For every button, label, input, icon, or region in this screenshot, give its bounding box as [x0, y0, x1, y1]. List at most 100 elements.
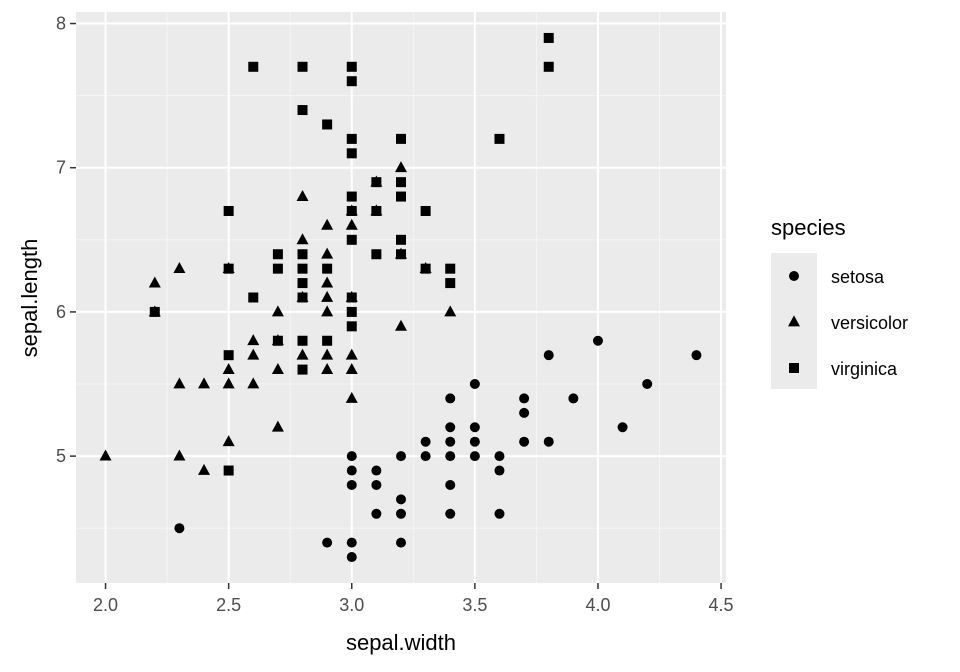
point-virginica: [346, 61, 357, 72]
point-setosa: [543, 350, 554, 361]
point-virginica: [223, 205, 234, 216]
point-virginica: [420, 205, 431, 216]
point-virginica: [396, 191, 406, 202]
point-versicolor: [444, 305, 457, 317]
point-setosa: [568, 393, 579, 404]
legend-keys: setosa versicolor virginica: [771, 253, 908, 389]
point-virginica: [346, 234, 357, 245]
point-virginica: [543, 32, 554, 43]
point-versicolor: [271, 420, 284, 432]
point-virginica: [396, 249, 406, 260]
point-versicolor: [271, 362, 284, 374]
point-versicolor: [345, 362, 358, 374]
point-virginica: [445, 263, 456, 274]
y-tick-label: 7: [56, 158, 66, 178]
point-versicolor: [321, 247, 334, 259]
point-versicolor: [321, 348, 334, 360]
point-versicolor: [173, 449, 186, 461]
point-versicolor: [148, 276, 161, 288]
point-versicolor: [321, 290, 334, 302]
point-versicolor: [345, 348, 358, 360]
point-virginica: [272, 249, 283, 260]
legend-title: species: [771, 215, 846, 240]
point-setosa: [519, 393, 530, 404]
point-versicolor: [395, 161, 407, 173]
point-setosa: [494, 508, 505, 519]
point-virginica: [297, 249, 308, 260]
point-versicolor: [395, 319, 407, 331]
point-virginica: [248, 292, 259, 303]
point-versicolor: [321, 276, 334, 288]
legend-key-versicolor: [788, 315, 800, 327]
point-virginica: [371, 249, 382, 260]
legend-label-virginica: virginica: [831, 359, 898, 379]
point-virginica: [543, 61, 554, 72]
point-versicolor: [173, 377, 186, 389]
point-virginica: [297, 61, 308, 72]
point-virginica: [371, 177, 382, 188]
point-versicolor: [296, 189, 309, 201]
point-versicolor: [247, 348, 260, 360]
point-versicolor: [222, 377, 235, 389]
point-versicolor: [296, 233, 309, 245]
point-versicolor: [198, 463, 211, 475]
point-versicolor: [296, 348, 309, 360]
point-versicolor: [345, 218, 358, 230]
point-setosa: [445, 393, 456, 404]
point-setosa: [346, 552, 357, 563]
point-versicolor: [321, 305, 334, 317]
point-setosa: [396, 508, 406, 519]
point-setosa: [322, 537, 333, 548]
point-virginica: [223, 350, 234, 361]
point-setosa: [346, 451, 357, 462]
point-setosa: [445, 451, 456, 462]
y-axis-title: sepal.length: [17, 239, 42, 358]
point-setosa: [445, 422, 456, 433]
point-virginica: [396, 133, 406, 144]
point-versicolor: [247, 334, 260, 346]
point-setosa: [371, 479, 382, 490]
point-virginica: [396, 234, 406, 245]
point-versicolor: [271, 305, 284, 317]
point-setosa: [445, 436, 456, 447]
point-setosa: [519, 436, 530, 447]
point-virginica: [272, 335, 283, 346]
point-setosa: [420, 451, 431, 462]
point-setosa: [543, 436, 554, 447]
point-setosa: [346, 479, 357, 490]
point-virginica: [396, 177, 406, 188]
point-virginica: [346, 191, 357, 202]
point-virginica: [297, 364, 308, 375]
legend-key-setosa: [789, 271, 799, 281]
point-setosa: [469, 451, 480, 462]
point-setosa: [371, 508, 382, 519]
point-versicolor: [198, 377, 211, 389]
point-virginica: [346, 205, 357, 216]
series-setosa: [174, 335, 702, 563]
x-axis-title: sepal.width: [346, 630, 456, 655]
series-virginica: [149, 32, 554, 476]
point-virginica: [346, 133, 357, 144]
point-versicolor: [345, 391, 358, 403]
point-setosa: [691, 350, 702, 361]
point-virginica: [149, 306, 160, 317]
data-points: [99, 32, 702, 563]
point-virginica: [346, 76, 357, 87]
x-axis: 2.0 2.5 3.0 3.5 4.0 4.5: [93, 583, 734, 615]
point-setosa: [469, 379, 480, 390]
point-setosa: [617, 422, 628, 433]
point-virginica: [322, 335, 333, 346]
x-tick-label: 3.5: [462, 595, 487, 615]
point-virginica: [297, 292, 308, 303]
point-setosa: [174, 523, 185, 534]
point-setosa: [469, 436, 480, 447]
point-versicolor: [321, 362, 334, 374]
point-setosa: [346, 465, 357, 476]
point-virginica: [494, 133, 505, 144]
point-virginica: [297, 105, 308, 116]
x-tick-label: 2.5: [216, 595, 241, 615]
point-setosa: [519, 407, 530, 418]
point-virginica: [297, 335, 308, 346]
point-versicolor: [321, 218, 334, 230]
point-setosa: [445, 508, 456, 519]
